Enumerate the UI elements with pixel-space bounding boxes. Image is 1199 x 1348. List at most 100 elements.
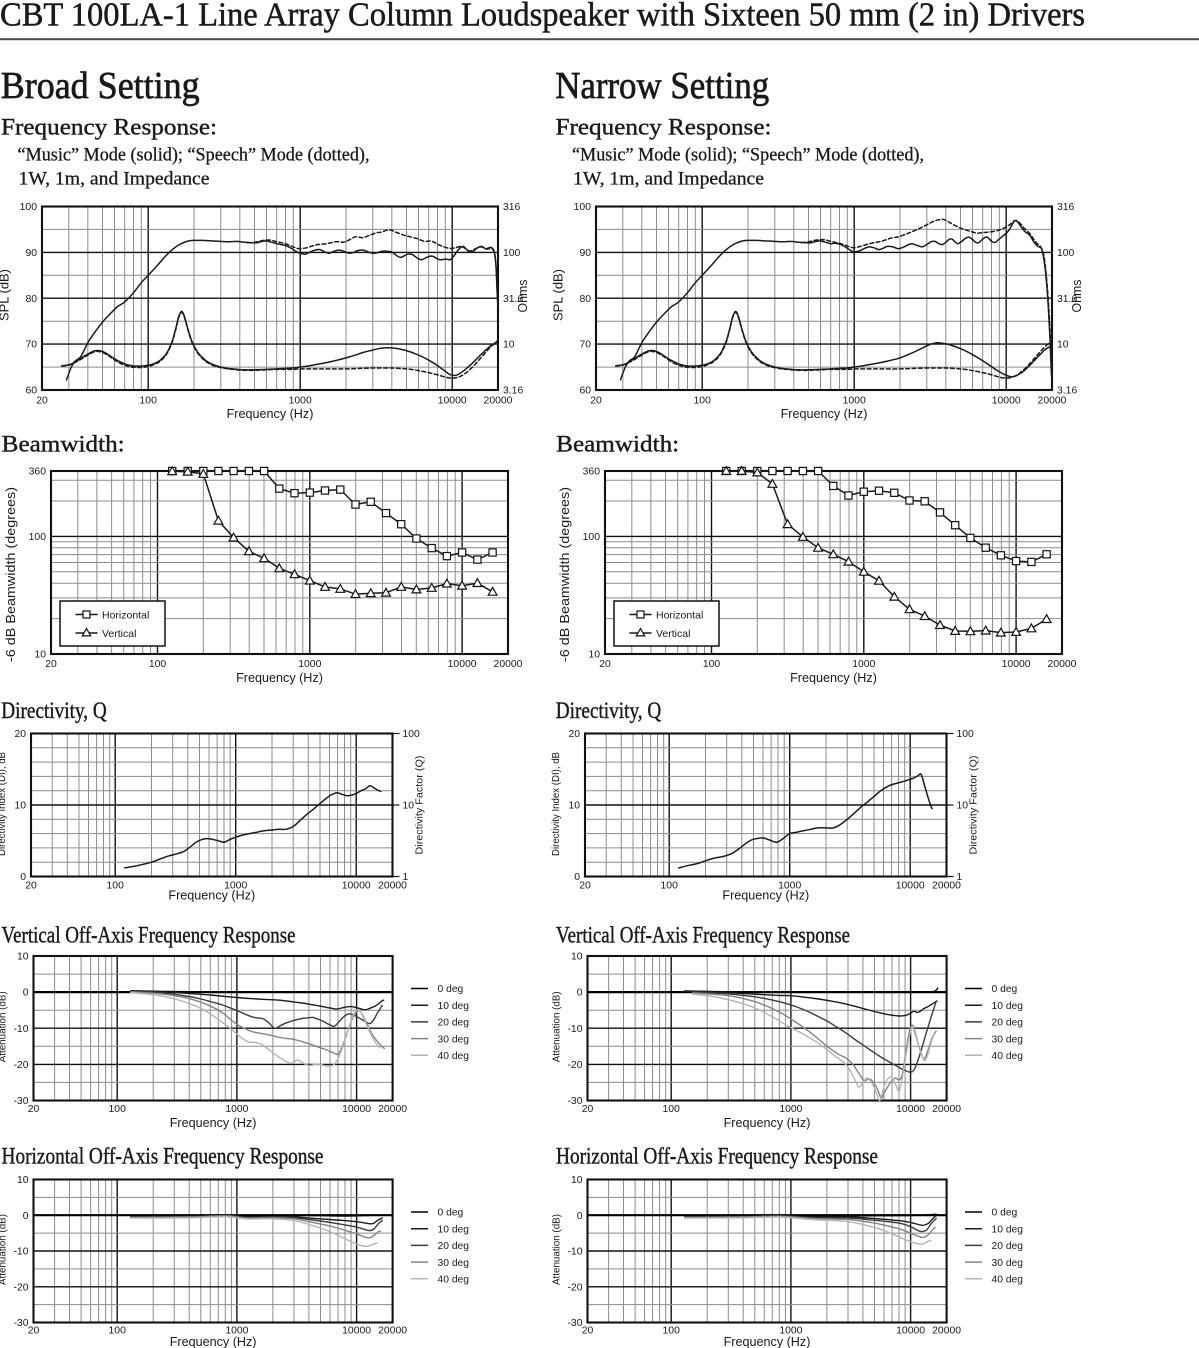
svg-text:-20: -20 (13, 1060, 28, 1071)
svg-text:10000: 10000 (342, 881, 371, 892)
svg-text:1000: 1000 (778, 881, 801, 892)
svg-text:20: 20 (25, 881, 37, 892)
svg-text:0: 0 (577, 988, 583, 999)
svg-text:Directivity, Q: Directivity, Q (556, 698, 662, 724)
svg-text:100: 100 (957, 729, 975, 740)
svg-text:10: 10 (17, 952, 29, 963)
svg-text:SPL (dB): SPL (dB) (552, 269, 566, 321)
svg-text:10000: 10000 (1002, 659, 1031, 670)
svg-text:100: 100 (583, 532, 601, 543)
svg-text:“Music” Mode (solid); “Speech”: “Music” Mode (solid); “Speech” Mode (dot… (572, 145, 924, 166)
svg-text:CBT 100LA-1 Line Array Column: CBT 100LA-1 Line Array Column Loudspeake… (0, 0, 1085, 33)
svg-text:70: 70 (579, 340, 591, 351)
svg-text:1000: 1000 (225, 1326, 248, 1337)
svg-text:10000: 10000 (896, 1326, 925, 1337)
svg-text:3.16: 3.16 (503, 386, 523, 397)
svg-text:10: 10 (588, 650, 600, 661)
svg-text:-10: -10 (13, 1247, 28, 1258)
svg-text:20: 20 (579, 881, 591, 892)
svg-text:20000: 20000 (378, 1326, 407, 1337)
svg-text:10: 10 (571, 952, 583, 963)
svg-text:20: 20 (582, 1326, 594, 1337)
svg-text:10: 10 (1057, 340, 1069, 351)
svg-text:-20: -20 (567, 1060, 582, 1071)
svg-text:100: 100 (694, 396, 712, 407)
svg-text:10000: 10000 (438, 396, 467, 407)
svg-text:10: 10 (34, 650, 46, 661)
svg-text:Frequency (Hz): Frequency (Hz) (790, 671, 877, 685)
svg-text:100: 100 (20, 202, 38, 213)
svg-text:90: 90 (25, 248, 37, 259)
svg-text:Ohms: Ohms (516, 280, 530, 313)
svg-text:20 deg: 20 deg (992, 1241, 1024, 1252)
svg-text:10 deg: 10 deg (438, 1224, 470, 1235)
svg-text:Directivity Factor (Q): Directivity Factor (Q) (968, 756, 980, 855)
svg-text:100: 100 (109, 1104, 127, 1115)
svg-text:-10: -10 (567, 1024, 582, 1035)
svg-text:-6 dB Beamwidth (degrees): -6 dB Beamwidth (degrees) (558, 487, 572, 662)
svg-text:20: 20 (14, 729, 26, 740)
svg-text:30 deg: 30 deg (992, 1258, 1024, 1269)
svg-text:100: 100 (107, 881, 125, 892)
svg-text:20 deg: 20 deg (438, 1018, 470, 1029)
svg-text:Vertical: Vertical (102, 628, 136, 640)
svg-text:Frequency Response:: Frequency Response: (1, 115, 217, 141)
svg-text:10 deg: 10 deg (438, 1001, 470, 1012)
svg-text:30 deg: 30 deg (438, 1034, 470, 1045)
svg-text:10: 10 (503, 340, 515, 351)
svg-text:100: 100 (703, 659, 721, 670)
svg-text:Beamwidth:: Beamwidth: (556, 431, 679, 457)
svg-text:20000: 20000 (378, 881, 407, 892)
svg-text:3.16: 3.16 (1057, 386, 1077, 397)
svg-text:360: 360 (583, 467, 601, 478)
svg-text:20: 20 (582, 1104, 594, 1115)
svg-text:Directivity Index (DI), dB: Directivity Index (DI), dB (0, 752, 8, 856)
svg-text:1000: 1000 (779, 1326, 802, 1337)
svg-text:100: 100 (109, 1326, 127, 1337)
svg-text:1W, 1m, and Impedance: 1W, 1m, and Impedance (573, 168, 764, 189)
svg-text:10 deg: 10 deg (992, 1224, 1024, 1235)
svg-text:Frequency (Hz): Frequency (Hz) (781, 407, 868, 421)
svg-text:-30: -30 (567, 1318, 582, 1329)
svg-text:0: 0 (577, 1211, 583, 1222)
svg-text:40 deg: 40 deg (438, 1051, 470, 1062)
svg-text:-20: -20 (567, 1282, 582, 1293)
svg-text:20: 20 (590, 396, 602, 407)
svg-text:80: 80 (579, 294, 591, 305)
svg-text:Attenuation (dB): Attenuation (dB) (0, 1214, 9, 1285)
svg-text:20000: 20000 (1038, 396, 1067, 407)
svg-text:100: 100 (403, 729, 421, 740)
svg-text:10000: 10000 (342, 1104, 371, 1115)
svg-text:Narrow Setting: Narrow Setting (555, 65, 769, 107)
svg-text:0: 0 (20, 872, 26, 883)
svg-text:1000: 1000 (224, 881, 247, 892)
svg-text:Horizontal: Horizontal (102, 610, 149, 622)
svg-text:20: 20 (599, 659, 611, 670)
svg-text:360: 360 (29, 467, 47, 478)
svg-text:1: 1 (403, 872, 409, 883)
svg-text:10: 10 (17, 1175, 29, 1186)
svg-text:Frequency (Hz): Frequency (Hz) (170, 1116, 257, 1130)
svg-text:20: 20 (28, 1326, 40, 1337)
svg-text:20000: 20000 (932, 1104, 961, 1115)
svg-text:-30: -30 (13, 1096, 28, 1107)
svg-text:Horizontal Off-Axis Frequency: Horizontal Off-Axis Frequency Response (556, 1144, 878, 1170)
svg-text:Frequency (Hz): Frequency (Hz) (724, 1335, 811, 1348)
svg-text:-10: -10 (567, 1247, 582, 1258)
svg-text:Vertical Off-Axis Frequency Re: Vertical Off-Axis Frequency Response (2, 923, 296, 949)
svg-text:10: 10 (571, 1175, 583, 1186)
svg-text:Frequency (Hz): Frequency (Hz) (236, 671, 323, 685)
svg-text:Horizontal Off-Axis Frequency: Horizontal Off-Axis Frequency Response (2, 1144, 324, 1170)
svg-text:30 deg: 30 deg (992, 1034, 1024, 1045)
svg-text:1000: 1000 (779, 1104, 802, 1115)
svg-text:1000: 1000 (843, 396, 866, 407)
svg-text:316: 316 (503, 202, 521, 213)
svg-text:20000: 20000 (378, 1104, 407, 1115)
svg-text:20000: 20000 (932, 1326, 961, 1337)
svg-text:Frequency (Hz): Frequency (Hz) (724, 1116, 811, 1130)
svg-text:10000: 10000 (896, 881, 925, 892)
svg-text:10 deg: 10 deg (992, 1001, 1024, 1012)
svg-text:40 deg: 40 deg (992, 1051, 1024, 1062)
svg-text:-10: -10 (13, 1024, 28, 1035)
svg-text:10000: 10000 (342, 1326, 371, 1337)
